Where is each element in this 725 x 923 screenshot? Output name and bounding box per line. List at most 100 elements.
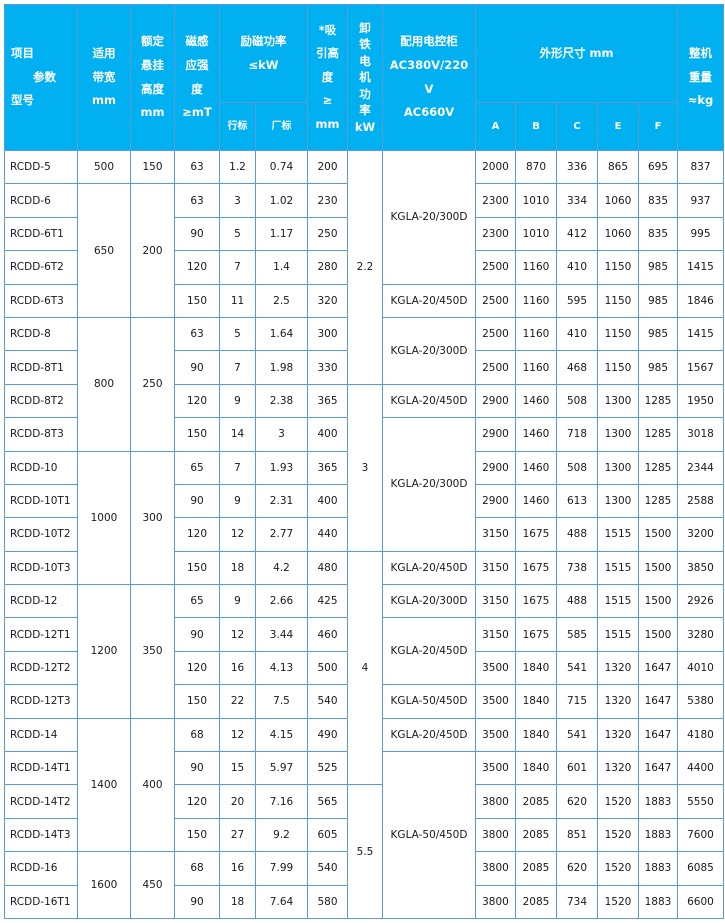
dim-b-cell: 1010 (515, 183, 557, 218)
weight-cell: 2926 (677, 584, 724, 619)
dim-f-cell: 1500 (638, 550, 678, 586)
power-factory-cell: 1.02 (255, 183, 308, 218)
suspension-height-cell: 200 (130, 183, 175, 318)
model-cell: RCDD-14 (4, 717, 78, 753)
power-factory-cell: 1.17 (255, 216, 308, 252)
dim-a-cell: 3500 (475, 717, 516, 753)
suction-height-cell: 460 (307, 617, 348, 652)
field-strength-cell: 65 (174, 450, 220, 485)
dim-f-cell: 1647 (638, 684, 678, 719)
weight-cell: 1950 (677, 383, 724, 419)
controller-cell: KGLA-20/450D (382, 550, 476, 586)
dim-c-cell: 620 (556, 784, 598, 819)
field-strength-cell: 68 (174, 717, 220, 753)
suspension-height-cell: 400 (130, 717, 175, 853)
dim-e-cell: 1150 (597, 250, 639, 285)
dim-f-cell: 1285 (638, 417, 678, 452)
suction-height-cell: 365 (307, 450, 348, 485)
dim-a-cell: 2500 (475, 350, 516, 385)
weight-cell: 995 (677, 216, 724, 252)
dim-c-cell: 336 (556, 149, 598, 185)
suspension-height-cell: 350 (130, 584, 175, 719)
suction-height-cell: 565 (307, 784, 348, 819)
dim-f-cell: 1647 (638, 751, 678, 786)
power-factory-cell: 1.93 (255, 450, 308, 485)
table-row: RCDD-14T2 120 20 7.16 565 5.5 3800 2085 620 1520 1… (4, 784, 724, 919)
dim-c-cell: 488 (556, 584, 598, 619)
model-cell: RCDD-8T2 (4, 383, 78, 419)
weight-cell: 5550 (677, 784, 724, 819)
dim-b-cell: 870 (515, 149, 557, 185)
controller-cell: KGLA-50/450D (382, 751, 476, 919)
header-dim-b: B (515, 102, 557, 151)
table-row: RCDD-8T1 90 7 1.98 330 2500 1160 468 1150 985 1567 (4, 350, 724, 385)
dim-e-cell: 1515 (597, 517, 639, 552)
dim-b-cell: 1160 (515, 350, 557, 385)
weight-cell: 937 (677, 183, 724, 218)
power-factory-cell: 2.31 (255, 483, 308, 519)
suspension-height-cell: 250 (130, 316, 175, 452)
dim-a-cell: 3500 (475, 684, 516, 719)
dim-e-cell: 1515 (597, 584, 639, 619)
controller-cell: KGLA-20/300D (382, 584, 476, 619)
dim-a-cell: 2500 (475, 316, 516, 352)
dim-f-cell: 985 (638, 350, 678, 385)
power-industry-cell: 20 (219, 784, 256, 819)
weight-cell: 1567 (677, 350, 724, 385)
dim-f-cell: 985 (638, 316, 678, 352)
table-row: RCDD-6T3 150 11 2.5 320 KGLA-20/450D 2500 1160 5… (4, 283, 724, 318)
dim-e-cell: 1300 (597, 450, 639, 485)
model-cell: RCDD-5 (4, 149, 78, 185)
power-industry-cell: 7 (219, 350, 256, 385)
controller-cell: KGLA-20/450D (382, 383, 476, 419)
header-dim-c: C (556, 102, 598, 151)
dim-f-cell: 1285 (638, 383, 678, 419)
model-cell: RCDD-14T3 (4, 817, 78, 853)
suction-height-cell: 580 (307, 884, 348, 919)
dim-f-cell: 1285 (638, 483, 678, 519)
model-cell: RCDD-12T2 (4, 650, 78, 686)
table-row: RCDD-12T3 150 22 7.5 540 KGLA-50/450D 3500 1840… (4, 684, 724, 719)
table-row: RCDD-16 1600 450 68 16 7.99 540 3800 2085 620 1520… (4, 851, 724, 919)
table-row: RCDD-16T1 90 18 7.64 580 3800 2085 734 1520 1883 6… (4, 884, 724, 919)
table-row: RCDD-8 800 250 63 5 1.64 300 KGLA-20/300D 2500 11… (4, 316, 724, 452)
dim-c-cell: 715 (556, 684, 598, 719)
dim-b-cell: 1160 (515, 283, 557, 318)
dim-e-cell: 1300 (597, 383, 639, 419)
model-cell: RCDD-6T1 (4, 216, 78, 252)
dim-e-cell: 1520 (597, 817, 639, 853)
bandwidth-cell: 1200 (77, 584, 131, 719)
model-cell: RCDD-12T3 (4, 684, 78, 719)
dim-a-cell: 3150 (475, 517, 516, 552)
field-strength-cell: 65 (174, 584, 220, 619)
dim-e-cell: 1520 (597, 851, 639, 886)
field-strength-cell: 90 (174, 350, 220, 385)
dim-c-cell: 734 (556, 884, 598, 919)
dim-b-cell: 1840 (515, 717, 557, 753)
suction-height-cell: 250 (307, 216, 348, 252)
field-strength-cell: 90 (174, 617, 220, 652)
header-dim-a: A (475, 102, 516, 151)
power-industry-cell: 7 (219, 450, 256, 485)
model-cell: RCDD-8T1 (4, 350, 78, 385)
dim-f-cell: 835 (638, 183, 678, 218)
power-factory-cell: 2.5 (255, 283, 308, 318)
dim-c-cell: 601 (556, 751, 598, 786)
weight-cell: 5380 (677, 684, 724, 719)
suction-height-cell: 365 (307, 383, 348, 419)
power-industry-cell: 18 (219, 550, 256, 586)
controller-cell: KGLA-20/450D (382, 717, 476, 753)
model-cell: RCDD-6T2 (4, 250, 78, 285)
weight-cell: 1846 (677, 283, 724, 318)
dim-c-cell: 738 (556, 550, 598, 586)
suction-height-cell: 330 (307, 350, 348, 385)
field-strength-cell: 150 (174, 684, 220, 719)
model-cell: RCDD-10T1 (4, 483, 78, 519)
dim-b-cell: 2085 (515, 784, 557, 819)
dim-f-cell: 1647 (638, 717, 678, 753)
power-factory-cell: 5.97 (255, 751, 308, 786)
dim-b-cell: 1675 (515, 550, 557, 586)
weight-cell: 4400 (677, 751, 724, 786)
motor-power-cell: 2.2 (347, 150, 383, 385)
dim-c-cell: 620 (556, 851, 598, 886)
